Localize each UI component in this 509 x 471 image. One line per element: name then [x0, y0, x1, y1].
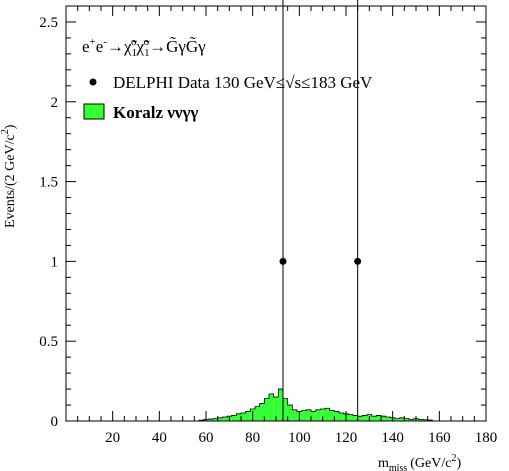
y-axis-title-close: ): [3, 124, 18, 129]
mc-bin: [278, 389, 283, 421]
mc-bin: [245, 411, 251, 421]
legend-mc-label: Koralz ννγγ: [113, 103, 198, 122]
y-tick-label: 1.5: [39, 175, 58, 191]
mc-bin: [329, 410, 335, 421]
mc-bin: [269, 393, 274, 421]
mc-bin: [353, 415, 358, 421]
data-point: [279, 257, 287, 265]
x-tick-label: 140: [381, 430, 404, 446]
x-axis-title-sup: 2: [451, 453, 456, 464]
mc-bin: [404, 418, 409, 421]
mc-bin: [423, 419, 428, 421]
mc-bin: [231, 415, 237, 421]
mc-bin: [409, 419, 414, 421]
y-tick-label: 0: [51, 414, 59, 430]
mc-bin: [301, 410, 307, 421]
mc-bin: [306, 409, 311, 421]
mc-bin: [418, 419, 423, 421]
legend-data-label: DELPHI Data 130 GeV≤√s≤183 GeV: [113, 73, 373, 92]
process-title: e+e-→χ̃1oχ̃1o→G̃γG̃γ: [82, 36, 206, 59]
mc-bin: [357, 416, 363, 421]
y-tick-label: 2: [51, 95, 59, 111]
mc-bin: [362, 415, 367, 421]
data-point: [354, 257, 362, 265]
x-tick-label: 100: [288, 430, 311, 446]
mc-bin: [273, 397, 279, 421]
legend-mc-swatch: [83, 103, 105, 120]
y-tick-label: 2.5: [39, 15, 58, 31]
y-tick-label: 1: [51, 254, 59, 270]
mc-bin: [320, 409, 325, 421]
mc-bin: [222, 417, 227, 421]
mc-bin: [213, 418, 218, 421]
mc-bin: [292, 409, 297, 421]
x-axis-title-close: ): [456, 456, 461, 471]
mc-bin: [217, 417, 223, 421]
mc-bin: [259, 403, 265, 421]
mc-outline: [198, 388, 433, 421]
x-axis-title-main: m: [378, 456, 389, 471]
y-axis-title-sup: 2: [0, 129, 11, 134]
mc-bin: [283, 398, 288, 421]
x-axis-title-unit: (GeV/c: [410, 456, 451, 471]
mc-bin: [325, 408, 330, 421]
x-tick-label: 60: [199, 430, 214, 446]
mc-bin: [348, 414, 353, 421]
y-tick-label: 0.5: [39, 334, 58, 350]
mc-bin: [264, 398, 269, 421]
mc-bin: [241, 413, 246, 421]
mc-bin: [334, 411, 339, 421]
mc-bin: [395, 418, 400, 421]
x-tick-label: 160: [428, 430, 451, 446]
mc-bin: [236, 413, 241, 421]
mc-bin: [311, 411, 316, 421]
x-tick-labels: 20 40 60 80 100 120 140 160 180: [105, 430, 497, 446]
plot-frame: [65, 5, 487, 422]
mc-bin: [381, 416, 386, 421]
mc-bin: [339, 413, 344, 421]
mc-bin: [371, 416, 377, 421]
y-tick-labels: 0 0.5 1 1.5 2 2.5: [39, 15, 58, 430]
x-tick-label: 40: [152, 430, 167, 446]
y-axis-title: Events/(2 GeV/c2): [0, 124, 18, 228]
mc-histogram: [198, 388, 433, 421]
mc-bin: [399, 417, 405, 421]
axes: [65, 5, 487, 422]
legend: DELPHI Data 130 GeV≤√s≤183 GeV Koralz νν…: [83, 73, 373, 122]
x-tick-label: 80: [245, 430, 260, 446]
x-axis-title-sub: miss: [389, 463, 407, 471]
x-tick-label: 120: [335, 430, 358, 446]
y-axis-title-main: Events/(2 GeV/c: [3, 134, 18, 228]
mc-bin: [255, 406, 260, 421]
x-axis-title: mmiss (GeV/c2): [378, 453, 461, 471]
mc-bin: [376, 415, 381, 421]
x-tick-label: 20: [105, 430, 120, 446]
mc-bin: [208, 419, 213, 421]
mc-bin: [287, 405, 293, 421]
mc-bin: [385, 417, 391, 421]
mc-bin: [315, 409, 321, 421]
data-points: [279, 0, 362, 421]
legend-data-marker: [89, 78, 97, 86]
x-tick-label: 180: [475, 430, 498, 446]
